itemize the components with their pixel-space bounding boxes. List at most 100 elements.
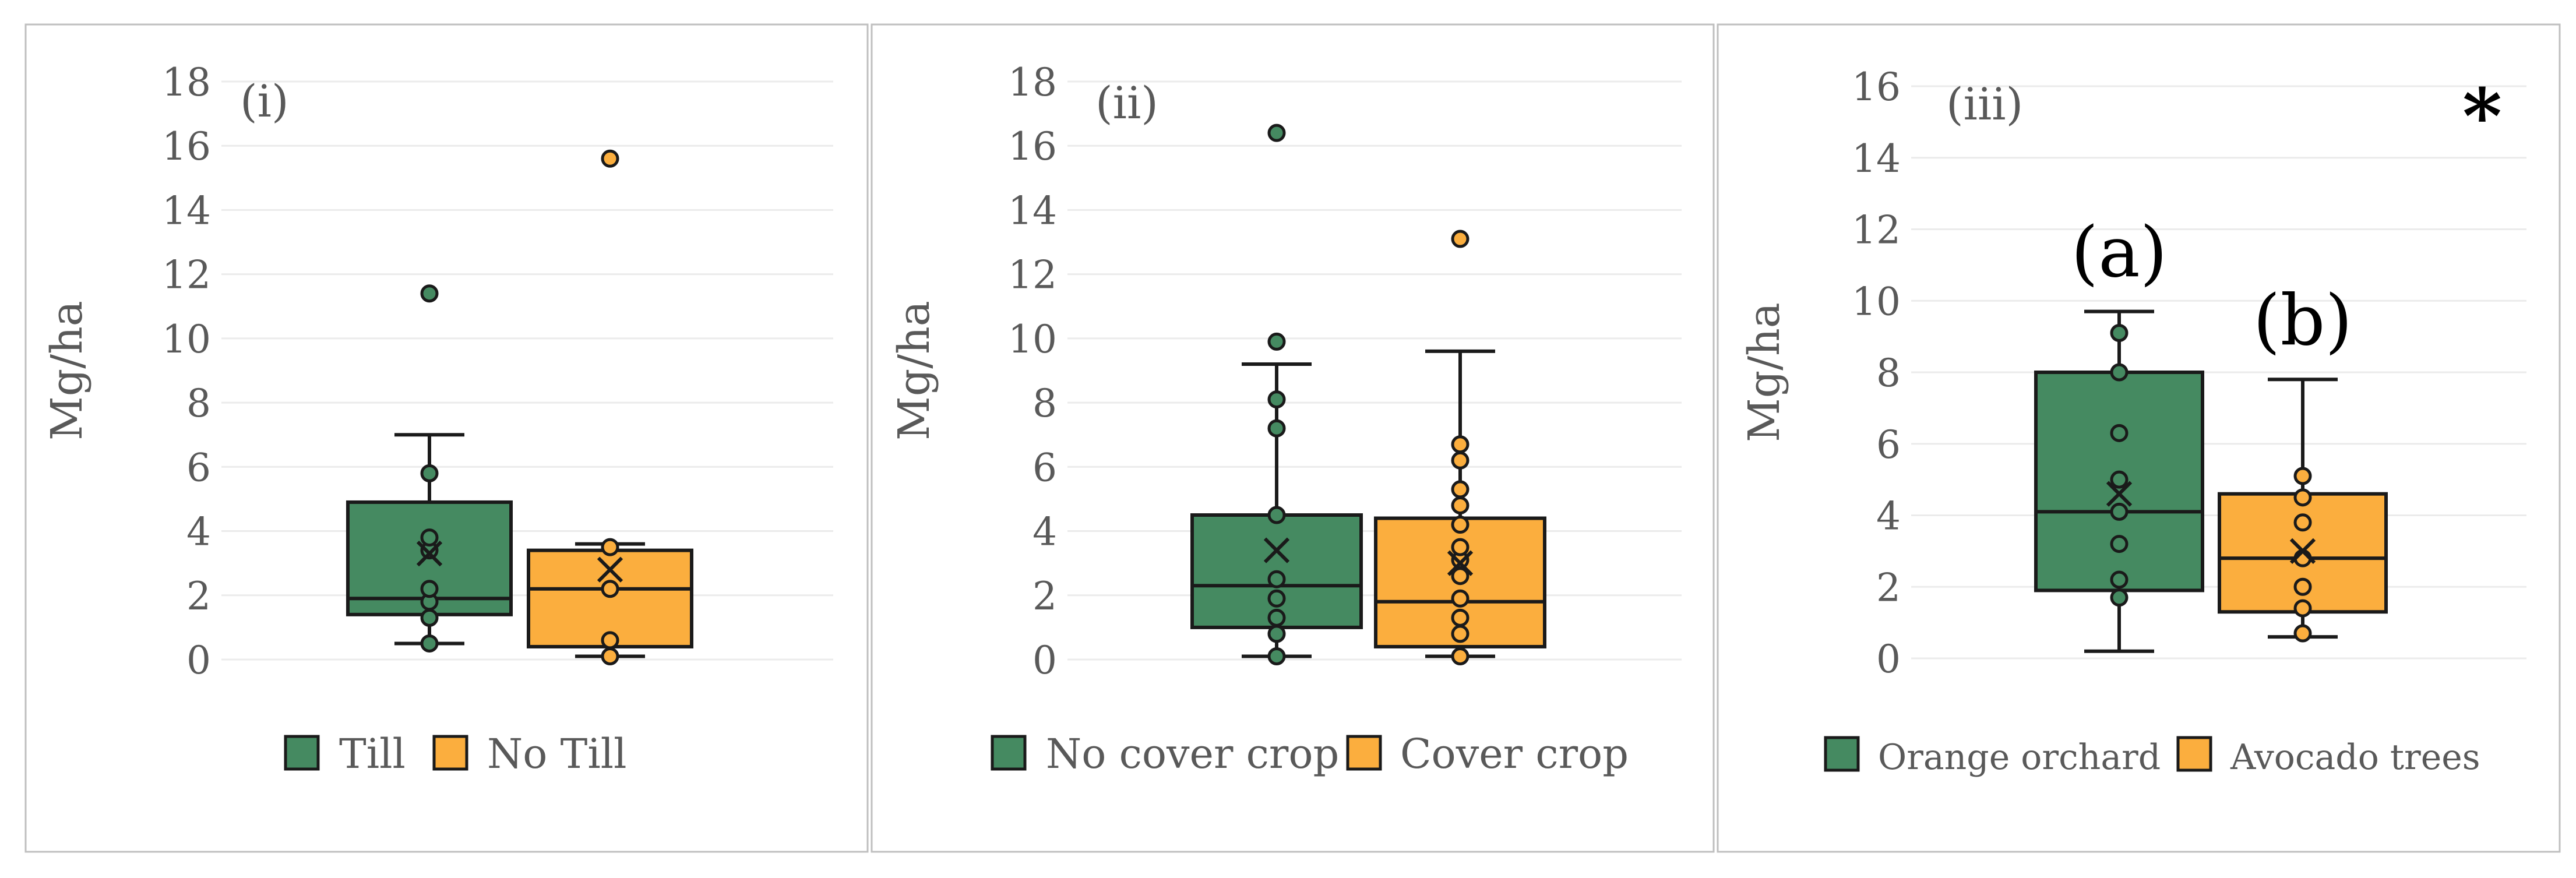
y-tick-label: 4	[1032, 510, 1057, 555]
legend-label: Orange orchard	[1878, 737, 2161, 778]
data-point	[2110, 570, 2129, 589]
data-point	[601, 647, 619, 665]
legend-swatch	[1346, 735, 1382, 771]
box-1	[1190, 124, 1363, 665]
mean-marker	[1447, 550, 1474, 576]
legend-swatch	[991, 735, 1027, 771]
data-point	[1267, 124, 1286, 142]
y-tick-label: 12	[162, 253, 211, 298]
data-point	[1267, 506, 1286, 524]
data-point	[1451, 435, 1470, 454]
box-2	[527, 149, 693, 665]
legend-item: No Till	[432, 730, 627, 778]
y-tick-label: 2	[1032, 574, 1057, 619]
data-point	[420, 608, 439, 627]
data-point	[1451, 625, 1470, 643]
data-point	[1267, 390, 1286, 409]
group-letter: (b)	[2253, 280, 2352, 361]
data-point	[1267, 647, 1286, 665]
panel-label: (ii)	[1095, 77, 1158, 129]
mean-marker-stroke	[1447, 550, 1474, 576]
data-point	[2110, 535, 2129, 553]
y-tick-label: 14	[1008, 188, 1057, 233]
panel-3: 0 2 4 6 8 10 12 14 16 Mg/ha (iii) * (a) Orange orchar…	[1717, 23, 2561, 853]
data-point	[2110, 588, 2129, 607]
data-point	[2110, 323, 2129, 342]
legend-label: Avocado trees	[2230, 737, 2480, 778]
data-point	[601, 149, 619, 168]
y-axis-title: Mg/ha	[889, 301, 939, 440]
data-point	[1267, 589, 1286, 608]
mean-marker-stroke	[2289, 538, 2316, 564]
data-point	[601, 631, 619, 650]
y-tick-label: 16	[162, 124, 211, 169]
data-point	[1451, 451, 1470, 470]
legend-label: Till	[339, 730, 406, 778]
data-point	[601, 538, 619, 556]
data-point	[1451, 496, 1470, 514]
data-point	[2293, 467, 2312, 485]
mean-marker-stroke	[1263, 537, 1290, 563]
data-point	[601, 580, 619, 598]
y-tick-label: 4	[1876, 494, 1901, 539]
y-tick-label: 4	[186, 510, 211, 555]
y-tick-label: 12	[1008, 253, 1057, 298]
y-tick-label: 2	[186, 574, 211, 619]
box-iqr	[527, 548, 693, 648]
y-tick-label: 6	[186, 445, 211, 490]
data-point	[1267, 570, 1286, 588]
y-tick-label: 10	[1852, 279, 1901, 324]
mean-marker	[2106, 481, 2133, 507]
data-point	[1267, 608, 1286, 627]
y-tick-label: 14	[1852, 136, 1901, 181]
data-point	[1267, 419, 1286, 438]
mean-marker-stroke	[597, 556, 623, 583]
data-point	[2110, 424, 2129, 442]
y-tick-label: 2	[1876, 565, 1901, 610]
panel-2: 0 2 4 6 8 10 12 14 16 18 Mg/ha (ii) No cover crop Cov…	[871, 23, 1715, 853]
data-point	[1451, 480, 1470, 499]
data-point	[2110, 363, 2129, 382]
y-tick-label: 8	[1876, 351, 1901, 396]
y-tick-label: 16	[1008, 124, 1057, 169]
y-tick-label: 0	[1032, 638, 1057, 683]
data-point	[2293, 513, 2312, 532]
y-tick-label: 12	[1852, 208, 1901, 253]
y-tick-label: 18	[162, 60, 211, 105]
legend-item: Cover crop	[1346, 730, 1629, 778]
mean-marker	[597, 556, 623, 583]
panel-frame	[24, 23, 869, 853]
legend-swatch	[432, 735, 468, 771]
y-tick-label: 10	[1008, 317, 1057, 362]
data-point	[1267, 332, 1286, 351]
data-point	[420, 284, 439, 303]
y-tick-label: 18	[1008, 60, 1057, 105]
box-1	[346, 284, 513, 653]
legend-item: No cover crop	[991, 730, 1339, 778]
box-2: (b)	[2218, 280, 2388, 643]
y-tick-label: 16	[1852, 65, 1901, 110]
data-point	[2293, 599, 2312, 618]
data-point	[1451, 647, 1470, 665]
legend-label: No cover crop	[1046, 730, 1339, 778]
mean-marker	[416, 541, 443, 567]
data-point	[420, 580, 439, 598]
data-point	[1451, 608, 1470, 627]
panel-label: (i)	[240, 75, 289, 127]
data-point	[1451, 589, 1470, 608]
data-point	[2293, 577, 2312, 596]
legend-item: Orange orchard	[1824, 736, 2161, 778]
legend-swatch	[2176, 736, 2212, 772]
mean-marker-stroke	[416, 541, 443, 567]
box-2	[1374, 230, 1546, 665]
data-point	[2110, 470, 2129, 489]
y-tick-label: 0	[1876, 637, 1901, 682]
data-point	[2293, 488, 2312, 507]
group-letter: (a)	[2071, 213, 2167, 294]
legend-swatch	[284, 735, 320, 771]
panel-label: (iii)	[1946, 78, 2023, 130]
data-point	[2293, 624, 2312, 643]
legend-swatch	[1824, 736, 1860, 772]
y-tick-label: 6	[1032, 445, 1057, 490]
